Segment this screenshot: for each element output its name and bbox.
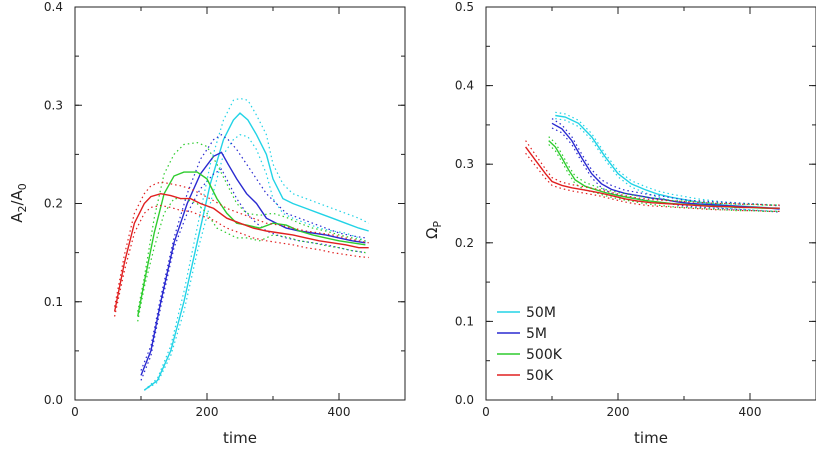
ticks-right: 0 200 400 0.0 0.1 0.2 0.3 0.4 0.5	[455, 0, 816, 419]
series-lower-5M-left	[140, 168, 366, 381]
x-tick-label-left: 400	[328, 405, 351, 419]
series-lower-500K-left	[137, 198, 366, 322]
series-left	[113, 97, 369, 391]
series-line-5M-left	[140, 151, 366, 376]
y-tick-label-right: 0.3	[455, 157, 474, 171]
series-lower-50M-left	[143, 134, 369, 391]
series-right	[525, 111, 780, 213]
legend-label-5M: 5M	[526, 326, 547, 342]
x-tick-label-left: 200	[196, 405, 219, 419]
series-lower-50M-right	[555, 118, 780, 212]
x-axis-label-left: time	[223, 429, 257, 447]
series-lower-50K-left	[114, 204, 369, 317]
x-tick-label-right: 200	[607, 405, 630, 419]
series-line-500K-left	[137, 171, 366, 317]
series-line-5M-right	[551, 122, 780, 210]
series-line-50K-right	[525, 146, 780, 209]
legend-label-50M: 50M	[526, 305, 556, 321]
series-line-50K-left	[113, 192, 369, 312]
series-line-500K-right	[548, 140, 780, 209]
y-tick-label-right: 0.5	[455, 0, 474, 14]
series-lower-50K-right	[525, 152, 780, 212]
y-axis-label-left: A2/A0	[8, 183, 29, 223]
panel-a2-over-a0: 0 200 400 0.0 0.1 0.2 0.3 0.4 time A2/A0	[8, 0, 406, 447]
series-upper-50K-left	[114, 181, 369, 307]
y-tick-label-left: 0.0	[44, 393, 63, 407]
series-lower-500K-right	[548, 144, 780, 212]
y-tick-label-left: 0.4	[44, 0, 63, 14]
x-axis-label-right: time	[634, 429, 668, 447]
y-tick-label-left: 0.2	[44, 197, 63, 211]
y-tick-label-right: 0.0	[455, 393, 474, 407]
y-tick-label-left: 0.3	[44, 98, 63, 112]
series-line-50M-left	[143, 112, 369, 391]
y-axis-label-right: ΩP	[423, 221, 444, 239]
legend-label-500K: 500K	[526, 347, 563, 363]
series-upper-5M-left	[140, 133, 366, 371]
x-tick-label-right: 400	[739, 405, 762, 419]
x-tick-label-left: 0	[71, 405, 79, 419]
y-tick-label-right: 0.2	[455, 236, 474, 250]
y-tick-label-right: 0.1	[455, 314, 474, 328]
legend-label-50K: 50K	[526, 368, 554, 384]
x-tick-label-right: 0	[482, 405, 490, 419]
ticks-left: 0 200 400 0.0 0.1 0.2 0.3 0.4	[44, 0, 406, 419]
series-line-50M-right	[555, 114, 780, 209]
series-upper-50K-right	[525, 140, 780, 206]
series-upper-500K-left	[137, 141, 366, 312]
series-upper-50M-right	[555, 111, 780, 206]
plot-frame-left	[74, 6, 406, 401]
series-upper-5M-right	[551, 118, 780, 207]
series-upper-500K-right	[548, 136, 780, 206]
y-tick-label-right: 0.4	[455, 79, 474, 93]
y-tick-label-left: 0.1	[44, 295, 63, 309]
legend: 50M 5M 500K 50K	[497, 305, 563, 384]
series-lower-5M-right	[551, 127, 780, 213]
series-upper-50M-left	[143, 97, 369, 391]
